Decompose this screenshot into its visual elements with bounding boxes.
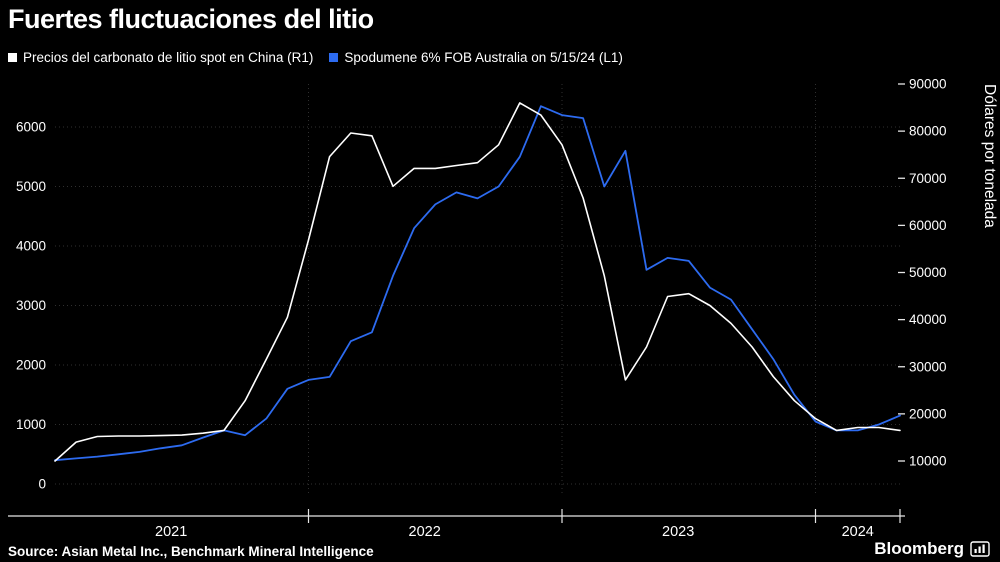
chart-title: Fuertes fluctuaciones del litio <box>8 4 374 34</box>
series-line-carbonato <box>54 102 901 462</box>
legend-label-spodumene: Spodumene 6% FOB Australia on 5/15/24 (L… <box>344 50 623 65</box>
x-axis-year-label: 2022 <box>409 524 441 540</box>
right-axis-tick-label: 60000 <box>909 218 947 233</box>
right-axis-tick-label: 10000 <box>909 454 947 469</box>
bloomberg-logo: Bloomberg <box>874 539 990 559</box>
legend-swatch-carbonato <box>8 53 17 62</box>
right-axis-tick-label: 40000 <box>909 312 947 327</box>
legend-label-carbonato: Precios del carbonato de litio spot en C… <box>23 50 314 65</box>
right-axis-tick-label: 50000 <box>909 265 947 280</box>
x-axis-year-label: 2023 <box>662 524 694 540</box>
left-axis-tick-label: 3000 <box>16 298 46 313</box>
right-axis-tick-label: 30000 <box>909 359 947 374</box>
right-axis-title: Dólares por tonelada <box>981 84 998 228</box>
left-axis-tick-label: 6000 <box>16 120 46 135</box>
bloomberg-logo-text: Bloomberg <box>874 539 964 558</box>
right-axis-tick-label: 80000 <box>909 124 947 139</box>
legend-item-carbonato: Precios del carbonato de litio spot en C… <box>8 50 313 65</box>
legend-swatch-spodumene <box>329 53 339 62</box>
x-axis-year-label: 2024 <box>842 524 874 540</box>
legend-item-spodumene: Spodumene 6% FOB Australia on 5/15/24 (L… <box>329 50 623 65</box>
chart-legend: Precios del carbonato de litio spot en C… <box>8 50 623 65</box>
right-axis-tick-label: 20000 <box>909 406 947 421</box>
bloomberg-logo-icon <box>970 541 990 557</box>
left-axis-tick-label: 0 <box>38 477 46 492</box>
series-line-spodumene <box>54 105 901 462</box>
right-axis-tick-label: 90000 <box>909 77 947 92</box>
left-axis-tick-label: 2000 <box>16 358 46 373</box>
left-axis-tick-label: 5000 <box>16 179 46 194</box>
x-axis-year-label: 2021 <box>155 524 187 540</box>
right-axis-tick-label: 70000 <box>909 171 947 186</box>
left-axis-tick-label: 1000 <box>16 417 46 432</box>
left-axis-tick-label: 4000 <box>16 239 46 254</box>
source-text: Source: Asian Metal Inc., Benchmark Mine… <box>8 544 374 559</box>
